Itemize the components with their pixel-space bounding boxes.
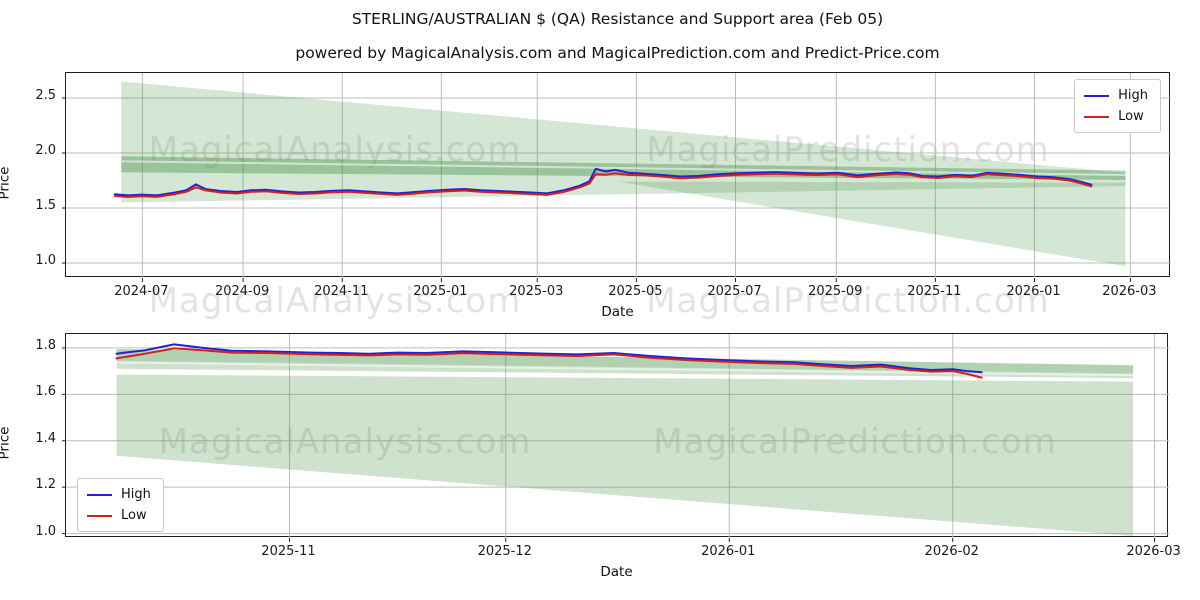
x-tick-label: 2025-12 (477, 544, 532, 559)
legend-item: High (1084, 85, 1148, 106)
x-tick-label: 2024-07 (114, 284, 169, 299)
x-axis-label: Date (600, 564, 633, 580)
x-tick-label: 2026-03 (1126, 544, 1181, 559)
legend-bottom: High Low (77, 478, 164, 532)
high-line (115, 343, 983, 374)
plot-canvas-top (62, 73, 1171, 282)
low-line (113, 172, 1093, 198)
legend-line-sample (87, 493, 112, 496)
legend-item: Low (87, 505, 151, 526)
y-tick-label: 1.8 (35, 337, 56, 353)
legend-label: High (121, 487, 151, 502)
price-chart-top: Price High Low Date 2024-07 2024-09 2024-11… (0, 72, 1171, 320)
y-tick-label: 2.5 (35, 87, 56, 103)
x-tick-label: 2026-03 (1102, 284, 1157, 299)
plot-area-top (62, 72, 1171, 282)
x-tick-label: 2025-01 (413, 284, 468, 299)
y-tick-label: 1.6 (35, 384, 56, 400)
legend-top: High Low (1074, 79, 1161, 133)
low-line (115, 347, 983, 379)
legend-line-sample (1084, 115, 1110, 118)
legend-item: Low (1084, 106, 1148, 127)
legend-label: Low (1118, 109, 1144, 124)
x-tick-label: 2025-11 (261, 544, 316, 559)
x-tick-label: 2026-01 (701, 544, 756, 559)
high-line (113, 167, 1093, 197)
legend-line-sample (87, 514, 112, 517)
x-tick-label: 2025-05 (608, 284, 663, 299)
x-tick-label: 2026-02 (924, 544, 979, 559)
legend-line-sample (1084, 94, 1110, 97)
chart-subtitle: powered by MagicalAnalysis.com and Magic… (295, 44, 940, 62)
x-tick-label: 2026-01 (1006, 284, 1061, 299)
legend-label: High (1118, 88, 1148, 103)
x-tick-label: 2025-11 (907, 284, 962, 299)
plot-canvas-bottom (62, 334, 1169, 542)
price-chart-bottom: Price High Low Date 2025-11 2025-12 2026-01… (0, 333, 1181, 580)
x-tick-label: 2025-03 (509, 284, 564, 299)
support-wedge-area (618, 181, 1126, 267)
support-area-area (116, 374, 1133, 536)
y-tick-label: 1.5 (35, 198, 56, 214)
x-tick-label: 2024-09 (214, 284, 270, 299)
legend-item: High (87, 484, 151, 505)
y-axis-label: Price (0, 426, 13, 460)
legend-label: Low (121, 508, 147, 523)
y-tick-label: 1.4 (35, 430, 56, 446)
x-tick-label: 2025-09 (808, 284, 863, 299)
x-tick-label: 2024-11 (314, 284, 369, 299)
x-axis-label: Date (601, 304, 634, 320)
chart-title: STERLING/AUSTRALIAN $ (QA) Resistance an… (351, 10, 884, 28)
y-tick-label: 2.0 (35, 142, 56, 158)
y-axis-label: Price (0, 166, 13, 199)
plot-area-bottom (62, 333, 1169, 542)
y-tick-label: 1.0 (35, 253, 56, 269)
y-tick-label: 1.2 (35, 477, 56, 493)
x-tick-label: 2025-07 (707, 284, 762, 299)
y-tick-label: 1.0 (35, 523, 56, 539)
